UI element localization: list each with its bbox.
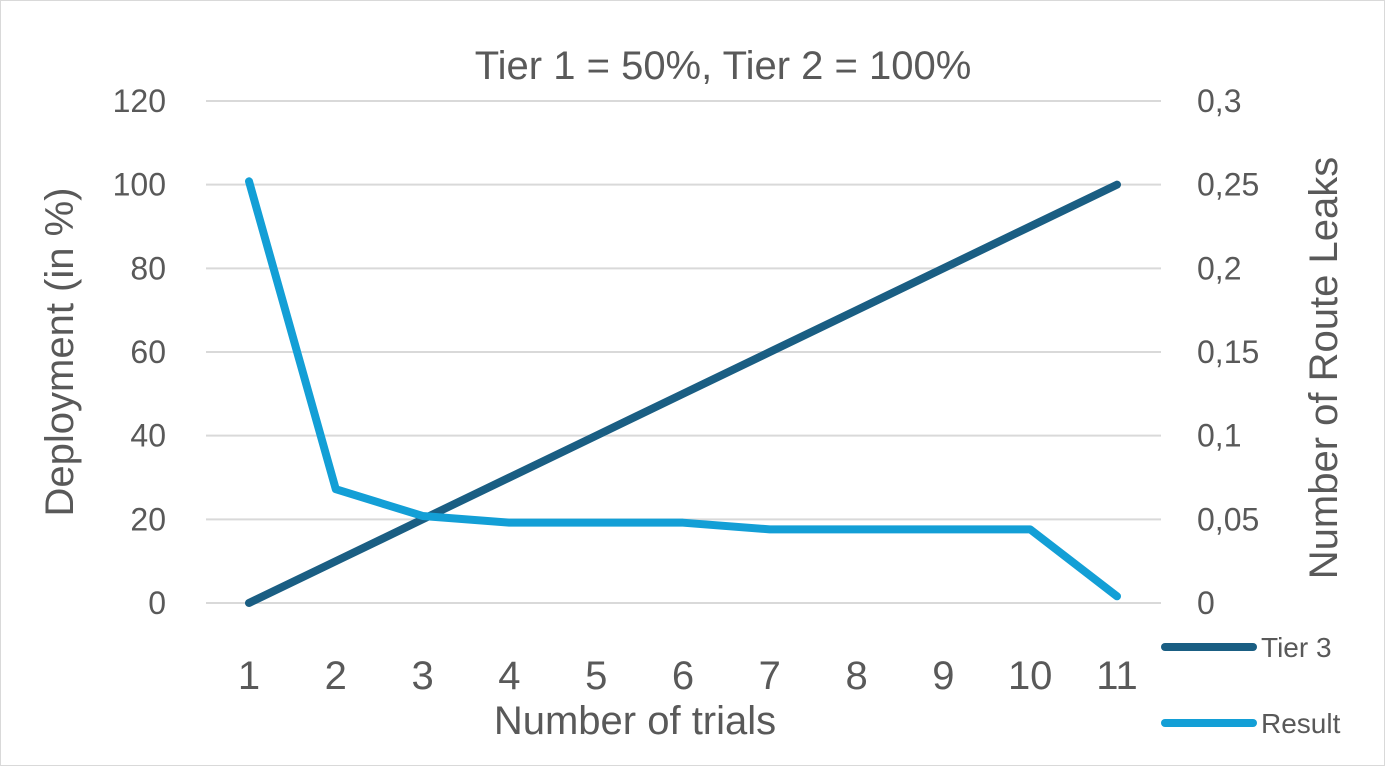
x-tick-label: 11 — [1096, 654, 1138, 698]
left-tick-label: 20 — [130, 501, 166, 537]
series-lines — [245, 177, 1121, 607]
x-tick-label: 5 — [585, 654, 607, 698]
series-line-tier-3 — [245, 180, 1121, 607]
left-tick-label: 80 — [130, 250, 166, 286]
left-axis-title: Deployment (in %) — [38, 187, 82, 516]
gridlines — [206, 100, 1161, 604]
right-tick-label: 0,15 — [1197, 334, 1259, 370]
legend-label-tier-3: Tier 3 — [1261, 632, 1332, 663]
left-axis-ticks: 0 20 40 60 80 100 120 — [113, 83, 166, 621]
x-tick-label: 8 — [845, 654, 867, 698]
x-axis-title: Number of trials — [494, 699, 776, 743]
left-tick-label: 40 — [130, 418, 166, 454]
left-tick-label: 120 — [113, 83, 166, 119]
x-tick-label: 9 — [932, 654, 954, 698]
right-tick-label: 0,2 — [1197, 250, 1241, 286]
x-tick-label: 7 — [759, 654, 781, 698]
left-tick-label: 0 — [148, 585, 166, 621]
x-axis-ticks: 1 2 3 4 5 6 7 8 9 10 11 — [238, 654, 1138, 698]
x-tick-label: 6 — [672, 654, 694, 698]
chart-title: Tier 1 = 50%, Tier 2 = 100% — [475, 44, 972, 88]
series-line-result — [245, 177, 1121, 601]
right-tick-label: 0,3 — [1197, 83, 1241, 119]
right-tick-label: 0,1 — [1197, 418, 1241, 454]
right-tick-label: 0,05 — [1197, 501, 1259, 537]
x-tick-label: 1 — [238, 654, 260, 698]
right-tick-label: 0 — [1197, 585, 1215, 621]
x-tick-label: 10 — [1008, 654, 1053, 698]
left-tick-label: 60 — [130, 334, 166, 370]
legend-label-result: Result — [1261, 708, 1341, 739]
x-tick-label: 2 — [325, 654, 347, 698]
x-tick-label: 3 — [411, 654, 433, 698]
x-tick-label: 4 — [498, 654, 520, 698]
right-axis-title: Number of Route Leaks — [1302, 157, 1346, 579]
right-tick-label: 0,25 — [1197, 167, 1259, 203]
legend: Tier 3 Result — [1161, 632, 1341, 739]
right-axis-ticks: 0 0,05 0,1 0,15 0,2 0,25 0,3 — [1197, 83, 1259, 621]
left-tick-label: 100 — [113, 167, 166, 203]
